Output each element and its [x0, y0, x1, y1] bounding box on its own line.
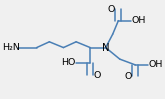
Text: H₂N: H₂N	[2, 43, 20, 52]
Text: HO: HO	[61, 59, 75, 68]
Text: O: O	[94, 71, 101, 80]
Text: O: O	[107, 5, 115, 14]
Text: OH: OH	[132, 16, 146, 25]
Text: O: O	[124, 72, 132, 81]
Text: OH: OH	[149, 60, 163, 69]
Text: N: N	[102, 43, 110, 53]
